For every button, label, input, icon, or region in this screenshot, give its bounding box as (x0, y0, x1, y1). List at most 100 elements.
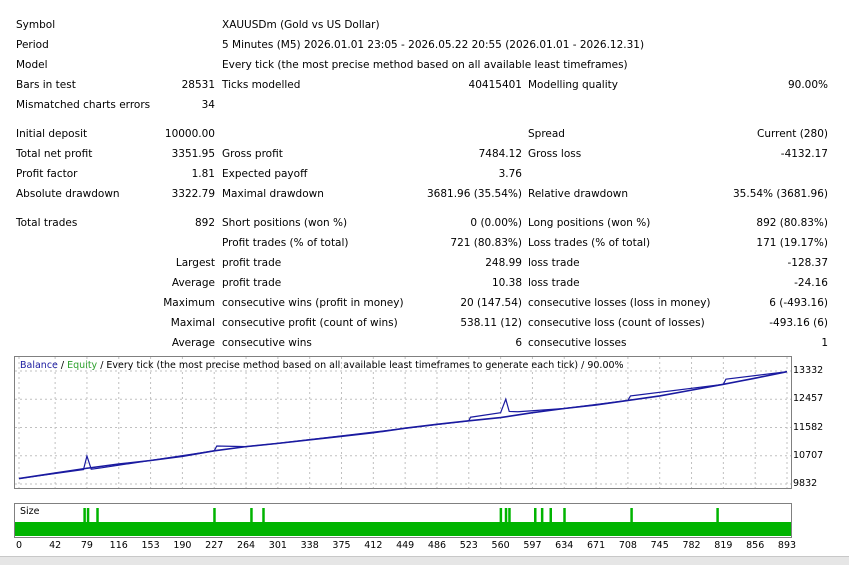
max-cons-losses-label: consecutive losses (loss in money) (528, 297, 711, 309)
maximal-cons-profit-label: consecutive profit (count of wins) (222, 317, 398, 329)
x-tick-label: 486 (427, 540, 447, 551)
x-tick-label: 708 (618, 540, 637, 551)
maximal-cons-loss-label: consecutive loss (count of losses) (528, 317, 705, 329)
legend-balance: Balance (20, 360, 58, 371)
symbol-value: XAUUSDm (Gold vs US Dollar) (222, 19, 380, 31)
size-bar-base (15, 522, 791, 536)
avg-cons-losses-value: 1 (821, 337, 828, 349)
mismatch-value: 34 (201, 99, 215, 111)
profit-trades-value: 721 (80.83%) (450, 237, 522, 249)
y-tick-label: 9832 (793, 478, 818, 489)
expected-payoff-label: Expected payoff (222, 168, 308, 180)
size-bar (262, 508, 265, 522)
expected-payoff-value: 3.76 (498, 168, 522, 180)
gross-profit-value: 7484.12 (478, 148, 522, 160)
ticks-value: 40415401 (468, 79, 522, 91)
average-loss-value: -24.16 (794, 277, 828, 289)
model-value: Every tick (the most precise method base… (222, 59, 628, 71)
size-bar-plot (15, 508, 791, 536)
period-value: 5 Minutes (M5) 2026.01.01 23:05 - 2026.0… (222, 39, 645, 51)
gross-loss-value: -4132.17 (780, 148, 828, 160)
balance-equity-chart: Balance / Equity / Every tick (the most … (14, 356, 792, 489)
x-tick-label: 375 (332, 540, 351, 551)
initial-deposit-value: 10000.00 (164, 128, 215, 140)
x-tick-label: 560 (491, 540, 510, 551)
profit-trades-label: Profit trades (% of total) (222, 237, 349, 249)
size-label: Size (20, 506, 40, 517)
size-bar (499, 508, 503, 522)
size-bar (213, 508, 216, 522)
x-tick-label: 153 (141, 540, 160, 551)
profit-factor-label: Profit factor (16, 168, 78, 180)
x-tick-label: 449 (396, 540, 415, 551)
x-tick-label: 856 (746, 540, 765, 551)
net-profit-value: 3351.95 (171, 148, 215, 160)
x-tick-label: 79 (80, 540, 93, 551)
average-loss-label: loss trade (528, 277, 580, 289)
rel-drawdown-label: Relative drawdown (528, 188, 629, 200)
short-positions-label: Short positions (won %) (222, 217, 348, 229)
largest-loss-label: loss trade (528, 257, 580, 269)
gross-profit-label: Gross profit (222, 148, 283, 160)
x-tick-label: 116 (109, 540, 128, 551)
loss-trades-label: Loss trades (% of total) (528, 237, 651, 249)
long-positions-label: Long positions (won %) (528, 217, 651, 229)
net-profit-label: Total net profit (16, 148, 93, 160)
x-tick-label: 671 (586, 540, 606, 551)
bottom-tab-strip (0, 556, 849, 565)
x-tick-label: 227 (205, 540, 224, 551)
size-bar (630, 508, 633, 522)
abs-drawdown-value: 3322.79 (171, 188, 215, 200)
rel-drawdown-value: 35.54% (3681.96) (733, 188, 828, 200)
quality-value: 90.00% (787, 79, 828, 91)
avg-cons-wins-label: consecutive wins (222, 337, 312, 349)
x-tick-label: 893 (777, 540, 797, 551)
chart-legend: Balance / Equity / Every tick (the most … (20, 360, 624, 371)
size-bar (96, 508, 99, 522)
size-bar (563, 508, 566, 522)
symbol-label: Symbol (16, 19, 56, 31)
average-profit-label: profit trade (222, 277, 282, 289)
max-drawdown-value: 3681.96 (35.54%) (427, 188, 522, 200)
size-bar-chart: Size (14, 503, 792, 538)
legend-description: / Every tick (the most precise method ba… (97, 360, 624, 371)
spread-label: Spread (528, 128, 565, 140)
avg-cons-losses-label: consecutive losses (528, 337, 627, 349)
size-bar (83, 508, 86, 522)
spread-value: Current (280) (756, 128, 828, 140)
x-tick-label: 597 (523, 540, 542, 551)
long-positions-value: 892 (80.83%) (756, 217, 828, 229)
size-bar (540, 508, 544, 522)
loss-trades-value: 171 (19.17%) (756, 237, 828, 249)
series-equity (18, 371, 788, 480)
y-tick-label: 12457 (793, 393, 824, 405)
average-profit-value: 10.38 (491, 277, 522, 289)
maximal-cons-profit-value: 538.11 (12) (460, 317, 522, 329)
x-tick-label: 819 (714, 540, 733, 551)
y-tick-label: 10707 (793, 449, 824, 461)
period-label: Period (16, 39, 49, 51)
legend-equity: Equity (67, 360, 98, 371)
legend-sep: / (57, 360, 68, 371)
size-bar (716, 508, 719, 522)
x-tick-label: 338 (300, 540, 319, 551)
x-tick-label: 523 (459, 540, 478, 551)
x-tick-label: 190 (173, 540, 192, 551)
gross-loss-label: Gross loss (528, 148, 582, 160)
x-tick-label: 745 (650, 540, 669, 551)
x-tick-label: 42 (49, 540, 62, 551)
x-tick-label: 0 (15, 540, 23, 551)
size-bar (508, 508, 511, 522)
y-tick-label: 13332 (793, 365, 824, 376)
largest-profit-value: 248.99 (485, 257, 522, 269)
maximal-label: Maximal (170, 317, 215, 329)
mismatch-label: Mismatched charts errors (16, 99, 151, 111)
size-bar (549, 508, 552, 522)
avg-cons-wins-value: 6 (515, 337, 522, 349)
x-tick-label: 782 (682, 540, 701, 551)
max-drawdown-label: Maximal drawdown (222, 188, 324, 200)
short-positions-value: 0 (0.00%) (470, 217, 522, 229)
largest-profit-label: profit trade (222, 257, 282, 269)
size-bar (504, 508, 508, 522)
max-cons-wins-value: 20 (147.54) (460, 297, 522, 309)
